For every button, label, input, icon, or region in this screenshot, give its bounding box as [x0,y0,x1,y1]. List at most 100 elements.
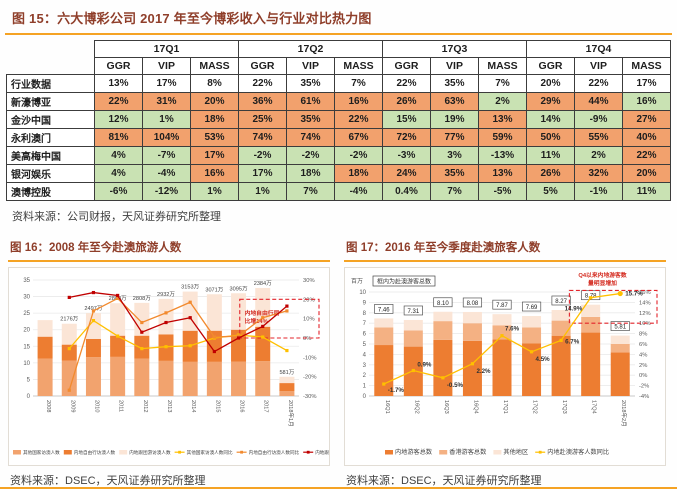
y2-axis-tick: -30% [303,394,317,400]
line-marker [559,338,563,342]
y-axis-tick: 0 [27,394,31,400]
industry-cell: 22% [382,74,431,93]
bar-label-box [462,297,483,308]
heat-cell: -2% [334,146,383,165]
industry-cell: 7% [334,74,383,93]
bar-segment [374,318,394,328]
line-marker [589,296,593,300]
bar-segment [206,294,222,331]
bar-segment [279,391,295,396]
title-rule [5,33,672,35]
annotation-text: 量明显增加 [588,279,617,287]
quarter-header: 17Q3 [382,40,527,58]
bar-label: 3153万 [181,284,199,291]
line-marker [212,335,216,339]
point-label: -0.5% [447,382,464,389]
metric-header: MASS [622,57,671,75]
annotation-box [239,298,320,339]
heat-cell: 17% [238,164,287,183]
y2-axis-tick: -20% [303,375,317,381]
heat-cell: 19% [430,110,479,129]
y-axis-tick: 6 [363,332,367,338]
bar-segment [403,330,423,347]
x-axis-tick: 2009 [69,400,75,412]
figure15-title: 图 15：六大博彩公司 2017 年至今博彩收入与行业对比热力图 [12,11,372,26]
bar-segment [85,357,101,396]
heat-cell: 24% [382,164,431,183]
line-marker [116,334,120,338]
bar-label: 2497万 [84,305,102,312]
bar-label: 2808万 [133,295,151,302]
y-axis-tick: 5 [363,342,367,348]
heat-cell: 7% [286,182,335,201]
point-label: -1.7% [388,387,405,394]
y2-axis-tick: 6% [639,342,647,348]
heat-cell: 53% [190,128,239,147]
heat-cell: 25% [238,110,287,129]
y2-axis-tick: 30% [303,278,315,284]
quarter-header-row: 17Q1 17Q2 17Q3 17Q4 [7,40,671,58]
industry-cell: 22% [238,74,287,93]
line-marker [188,316,192,320]
y2-axis-tick: 8% [639,332,647,338]
legend-marker [306,450,310,454]
x-axis-tick: 2008 [45,400,51,412]
y-axis-tick: 9 [363,300,367,306]
bar-segment [581,304,601,317]
heat-cell: 18% [334,164,383,183]
bar-label-box [521,301,542,312]
heat-cell: 16% [622,92,671,111]
row-label: 行业数据 [6,74,95,93]
bar-segment [37,336,53,359]
bar-segment [182,291,198,331]
heat-cell: -7% [142,146,191,165]
bar-segment [462,311,482,324]
x-axis-tick: 17Q3 [561,400,567,414]
heat-cell: 72% [382,128,431,147]
point-label: 14.9% [565,306,583,313]
bar-label: 7.87 [496,303,508,309]
bottom-rule [0,487,677,489]
heatmap-table: 17Q1 17Q2 17Q3 17Q4 GGR VIP MASS GGR VIP MASS GGR V… [6,40,671,201]
bar-label-box [551,295,571,306]
figure17-title: 图 17：2016 年至今季度赴澳旅客人数 [344,236,666,262]
bar-label: 5.81 [614,325,626,331]
y2-axis-tick: 20% [303,297,315,303]
heat-cell: 14% [526,110,575,129]
bar-segment [551,335,571,396]
heat-cell: 1% [238,182,287,201]
heat-cell: 4% [94,146,143,165]
bar-segment [85,338,101,358]
legend-label: 其他地区 [503,448,528,456]
line-marker [116,296,120,300]
line-marker [261,335,265,339]
bar-segment [37,320,53,337]
bar-segment [134,358,150,396]
line-marker [188,344,192,348]
y2-axis-tick: 0% [303,336,311,342]
x-axis-tick: 17Q4 [591,400,597,414]
industry-cell: 8% [190,74,239,93]
heat-cell: 44% [574,92,623,111]
heat-cell: 22% [334,110,383,129]
heat-cell: 2% [478,92,527,111]
line-marker [470,362,475,366]
heat-cell: 35% [286,110,335,129]
point-label: 7.6% [505,326,520,333]
industry-cell: 17% [142,74,191,93]
heat-cell: 40% [622,128,671,147]
bar-segment [462,340,482,396]
bar-segment [158,360,174,396]
company-row: 新濠博亚 22% 31% 20% 36% 61% 16% 26% 63% 2% 29% 44% 16% [6,92,671,111]
bar-label: 3071万 [205,286,223,293]
heat-cell: 20% [190,92,239,111]
bar-label-box [492,299,512,310]
heat-cell: 7% [430,182,479,201]
y2-axis-tick: 16% [639,290,651,296]
bar-segment [433,339,453,396]
heat-cell: 77% [430,128,479,147]
bar-segment [522,316,542,328]
legend-label: 内地游客总数 [395,448,433,456]
heat-cell: 32% [574,164,623,183]
line-marker [285,304,289,308]
